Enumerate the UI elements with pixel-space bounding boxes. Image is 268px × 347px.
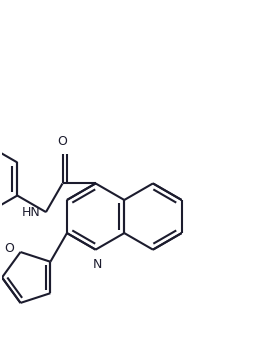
Text: O: O: [4, 242, 14, 255]
Text: N: N: [92, 258, 102, 271]
Text: O: O: [58, 135, 68, 148]
Text: HN: HN: [22, 205, 41, 219]
